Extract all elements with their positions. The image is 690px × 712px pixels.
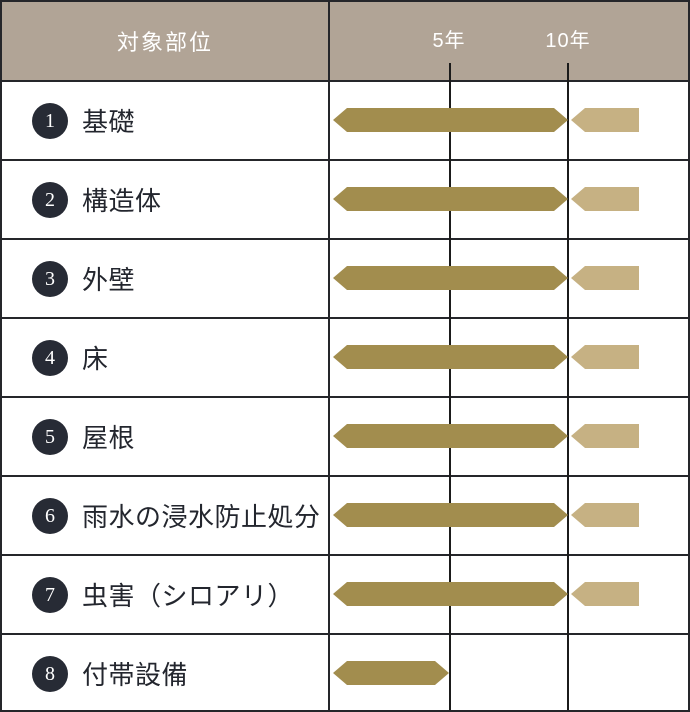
row-number-badge: 1 [32,102,68,139]
warranty-bar-main [333,661,449,685]
row-chart-cell [330,477,688,554]
warranty-bar-extension [571,424,639,448]
table-row: 5 屋根 [2,396,688,475]
row-label: 構造体 [82,186,162,216]
header-year-axis: 5年 10年 [330,2,688,80]
row-chart-cell [330,398,688,475]
row-label: 付帯設備 [82,660,189,690]
row-number-badge: 8 [32,655,68,692]
row-label: 屋根 [82,423,136,453]
tick-label-5yr: 5年 [432,30,466,52]
row-number: 1 [45,109,55,132]
table-row: 8 付帯設備 [2,633,688,712]
row-label: 床 [82,344,109,374]
row-number-badge: 7 [32,576,68,613]
row-number-badge: 6 [32,497,68,534]
row-chart-cell [330,161,688,238]
row-chart-cell [330,82,688,159]
warranty-bar-extension [571,266,639,290]
table-header: 対象部位 5年 10年 [2,2,688,80]
warranty-bar-extension [571,582,639,606]
row-label-cell: 7 虫害（シロアリ） [2,556,330,633]
warranty-bar-main [333,345,568,369]
gridline-5yr [449,63,451,710]
row-chart-cell [330,319,688,396]
row-chart-cell [330,635,688,712]
warranty-bar-extension [571,503,639,527]
row-label-cell: 1 基礎 [2,82,330,159]
table-row: 6 雨水の浸水防止処分 [2,475,688,554]
row-number: 4 [45,346,55,369]
row-label-cell: 8 付帯設備 [2,635,330,710]
row-label: 虫害（シロアリ） [82,581,295,611]
warranty-bar-main [333,503,568,527]
warranty-bar-main [333,187,568,211]
row-chart-cell [330,556,688,633]
row-number: 2 [45,188,55,211]
row-label: 基礎 [82,107,136,137]
row-label-cell: 2 構造体 [2,161,330,238]
warranty-bar-main [333,108,568,132]
table-body: 1 基礎 2 構造体 3 外壁 4 床 5 屋根 6 雨水の浸水防止処分 7 虫害（シロアリ） 8 付帯設備 [2,80,688,712]
row-number-badge: 4 [32,339,68,376]
row-label: 外壁 [82,265,136,295]
row-label-cell: 3 外壁 [2,240,330,317]
gridline-10yr [567,63,569,710]
row-number: 7 [45,583,55,606]
table-row: 1 基礎 [2,80,688,159]
row-number: 3 [45,267,55,290]
table-row: 3 外壁 [2,238,688,317]
row-label-cell: 6 雨水の浸水防止処分 [2,477,330,554]
row-number-badge: 3 [32,260,68,297]
table-row: 7 虫害（シロアリ） [2,554,688,633]
row-number: 8 [45,662,55,685]
table-row: 2 構造体 [2,159,688,238]
row-number-badge: 5 [32,418,68,455]
warranty-bar-extension [571,345,639,369]
header-target-parts-label: 対象部位 [2,2,330,80]
row-label: 雨水の浸水防止処分 [82,502,321,532]
row-number: 6 [45,504,55,527]
row-number: 5 [45,425,55,448]
warranty-bar-main [333,266,568,290]
row-label-cell: 5 屋根 [2,398,330,475]
row-chart-cell [330,240,688,317]
row-number-badge: 2 [32,181,68,218]
warranty-bar-extension [571,108,639,132]
warranty-bar-main [333,424,568,448]
tick-label-10yr: 10年 [545,30,591,52]
warranty-bar-extension [571,187,639,211]
warranty-bar-main [333,582,568,606]
